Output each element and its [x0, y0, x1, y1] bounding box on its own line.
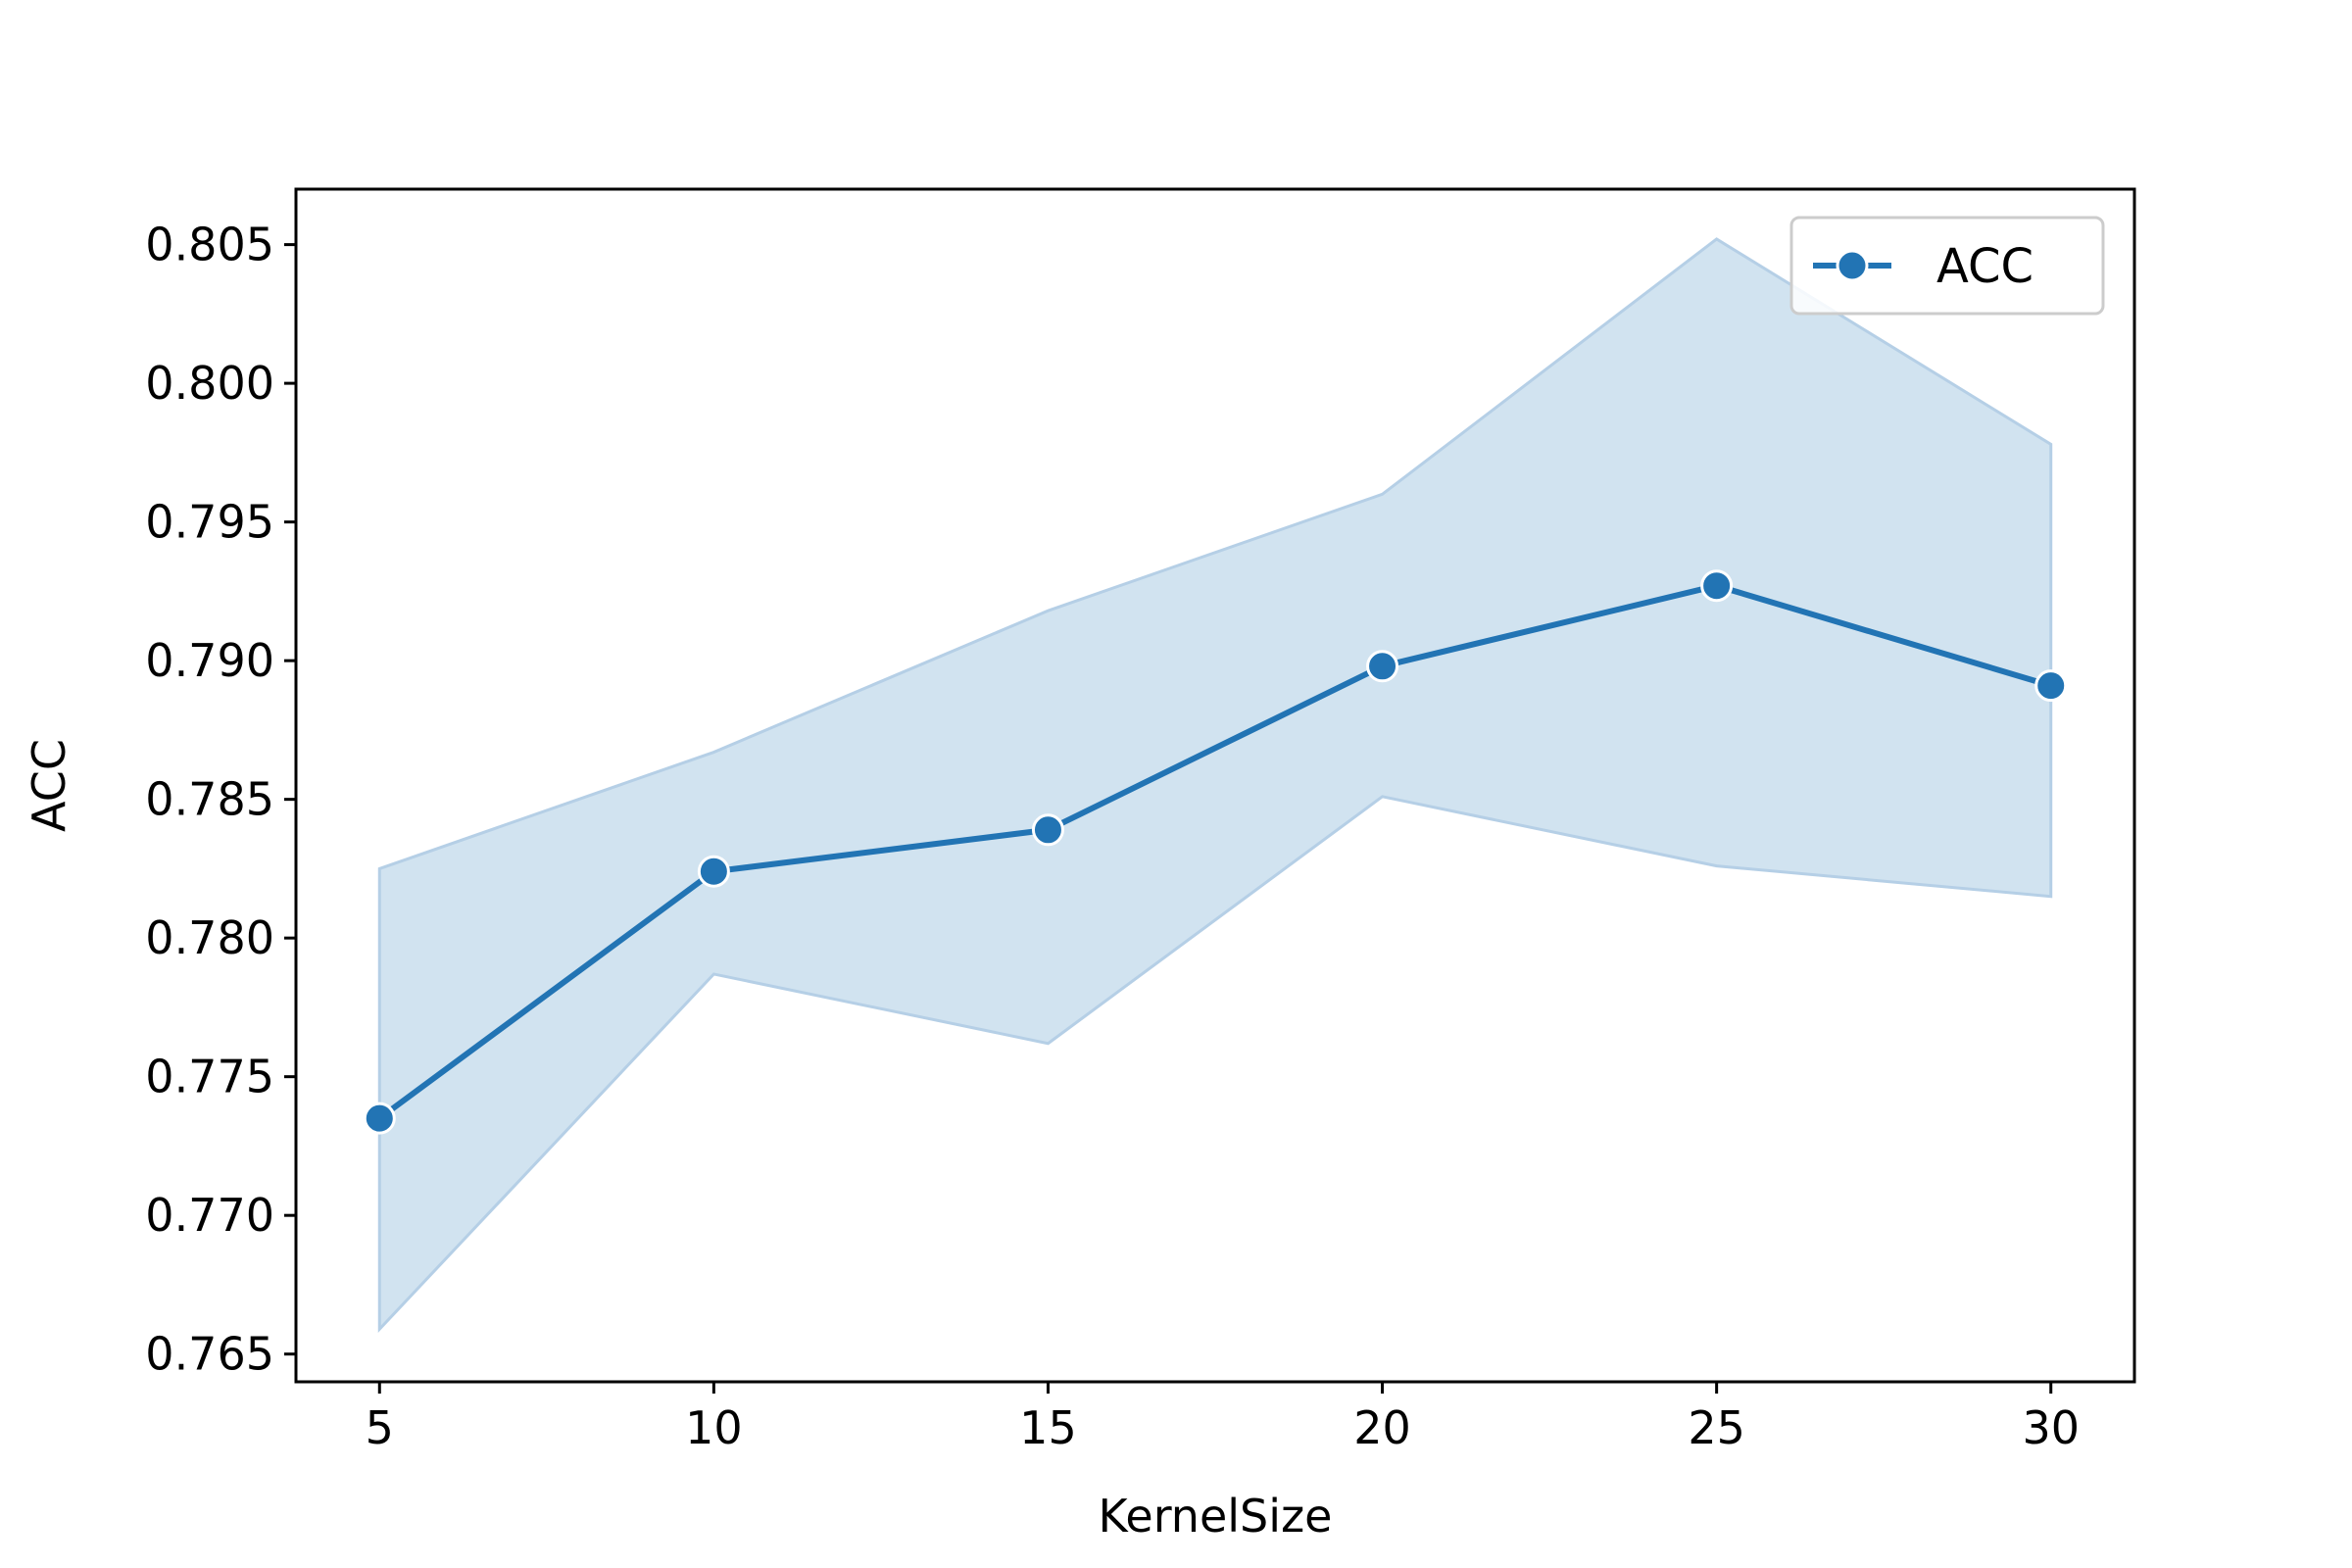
y-tick-label: 0.785 — [145, 773, 274, 826]
series-marker-layer — [363, 569, 2068, 1135]
y-tick-label: 0.790 — [145, 634, 274, 687]
x-tick-label: 10 — [685, 1401, 743, 1454]
x-axis-ticks: 5 10 15 20 25 30 — [366, 1382, 2080, 1454]
legend-label: ACC — [1936, 239, 2034, 294]
x-tick-label: 5 — [366, 1401, 394, 1454]
data-point — [2034, 669, 2068, 703]
confidence-band-layer — [377, 237, 2053, 1334]
y-tick-label: 0.780 — [145, 911, 274, 964]
x-axis-label: KernelSize — [1099, 1490, 1333, 1543]
data-point — [363, 1102, 396, 1135]
plot-frame — [294, 187, 2136, 1384]
x-tick-label: 20 — [1353, 1401, 1411, 1454]
y-axis-label: ACC — [23, 739, 75, 832]
y-tick-label: 0.770 — [145, 1189, 274, 1242]
data-point — [1031, 813, 1064, 847]
data-point — [1700, 569, 1734, 603]
y-tick-label: 0.795 — [145, 496, 274, 549]
confidence-band — [377, 237, 2053, 1334]
y-axis-ticks: 0.765 0.770 0.775 0.780 0.785 0.790 0.795 0.800… — [145, 219, 296, 1381]
y-tick-label: 0.775 — [145, 1051, 274, 1103]
series-line-acc — [376, 582, 2054, 1122]
data-point — [1366, 650, 1399, 683]
legend-box — [1789, 216, 2105, 316]
data-point — [697, 855, 730, 888]
y-tick-label: 0.800 — [145, 357, 274, 410]
x-tick-label: 25 — [1688, 1401, 1745, 1454]
legend: ACC — [1789, 216, 2105, 316]
y-tick-label: 0.765 — [145, 1328, 274, 1381]
legend-marker-sample — [1836, 249, 1869, 282]
x-tick-label: 30 — [2022, 1401, 2080, 1454]
series-line-layer — [376, 582, 2054, 1122]
y-tick-label: 0.805 — [145, 219, 274, 271]
x-tick-label: 15 — [1019, 1401, 1077, 1454]
